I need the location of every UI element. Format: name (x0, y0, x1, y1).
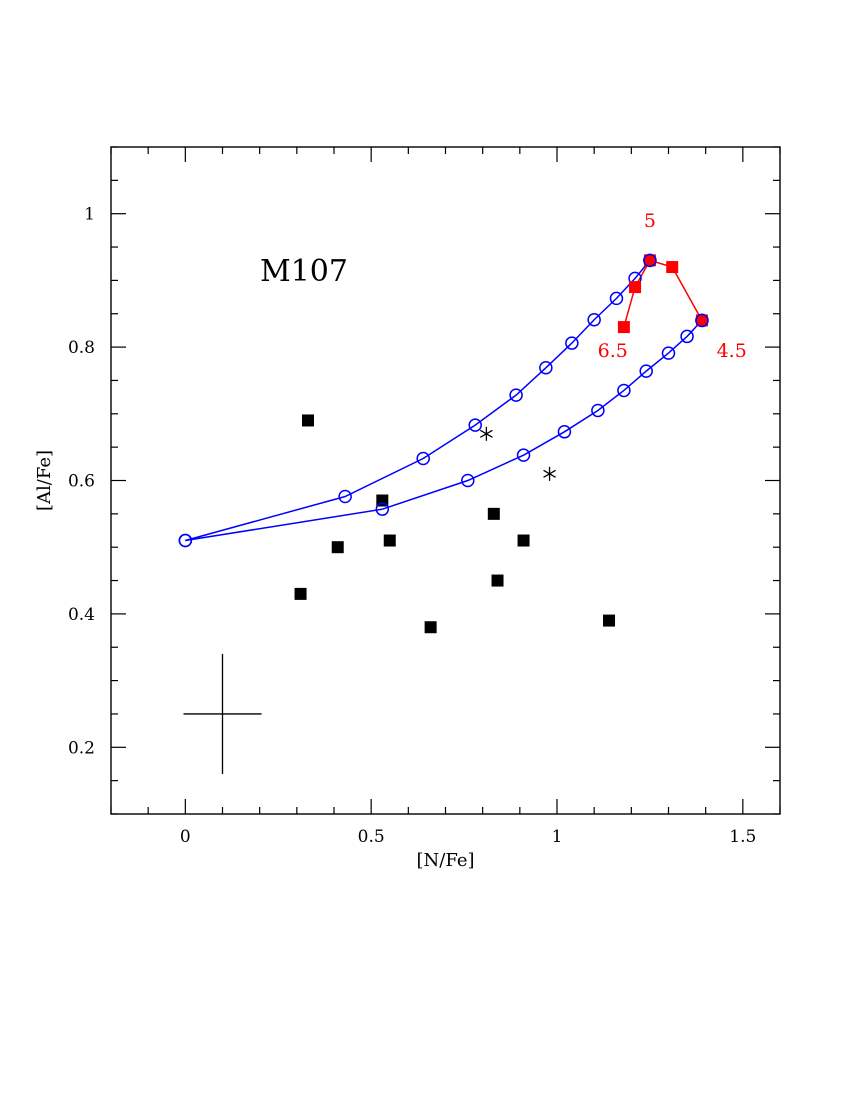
mass-label: 5 (644, 210, 656, 232)
model-open-circle (617, 383, 631, 398)
shared-endpoint-circle (695, 313, 709, 328)
y-tick-label: 0.6 (68, 472, 95, 492)
x-tick-label: 1 (552, 827, 563, 847)
asterisk-marker (543, 466, 556, 481)
model-open-circle (661, 346, 676, 360)
y-tick-label: 0.4 (68, 605, 95, 625)
model-open-circle (591, 403, 605, 418)
model-open-circle (338, 489, 352, 504)
axis-ticks (110, 146, 781, 815)
model-open-circle (539, 361, 553, 375)
y-axis-label: [Al/Fe] (34, 450, 55, 511)
shared-endpoint-circle (643, 253, 657, 268)
y-tick-label: 1 (84, 205, 95, 225)
x-tick-label: 1.5 (729, 827, 756, 847)
model-track-line (185, 259, 651, 542)
mass-sequence-square (643, 254, 656, 267)
asterisk-stroke (479, 429, 493, 438)
model-open-circle (461, 473, 475, 488)
x-axis-label: [N/Fe] (416, 850, 474, 871)
mass-sequence-square (617, 321, 630, 334)
x-tick-label: 0.5 (358, 827, 385, 847)
data-marks (178, 253, 709, 634)
model-open-circle (609, 291, 624, 306)
x-tick-labels: 0 0.5 1 1.5 (180, 827, 756, 847)
mass-label: 6.5 (598, 340, 628, 362)
model-open-circle (178, 533, 193, 548)
mass-sequence-square (629, 281, 642, 294)
model-lines (185, 259, 703, 542)
observed-star-square (301, 414, 314, 427)
mass-sequence-line (623, 259, 703, 328)
panel-label: M107 (260, 254, 348, 289)
asterisk-marker (479, 426, 493, 441)
model-open-circle (468, 418, 482, 432)
x-tick-label: 0 (180, 827, 191, 847)
annotations: 5 6.5 4.5 (598, 210, 747, 362)
y-tick-labels: 0.2 0.4 0.6 0.8 1 (68, 205, 95, 759)
mass-sequence-square (695, 314, 708, 327)
model-open-circle (557, 425, 572, 439)
observed-star-square (424, 621, 437, 634)
observed-star-square (383, 534, 396, 547)
observed-star-square (491, 574, 504, 587)
asterisk-stroke (543, 469, 556, 478)
mass-sequence-square (666, 261, 679, 274)
model-open-circle (416, 451, 430, 466)
model-open-circle (375, 502, 390, 516)
model-open-circle (516, 448, 531, 462)
observed-star-square (517, 534, 530, 547)
observed-star-square (487, 507, 500, 520)
observed-star-square (603, 614, 616, 627)
model-open-circle (509, 388, 523, 402)
error-bar (183, 653, 262, 774)
model-track-line (185, 319, 703, 542)
observed-star-square (331, 541, 344, 554)
model-open-circle (680, 329, 694, 344)
mass-label: 4.5 (717, 340, 747, 362)
model-open-circle (639, 364, 653, 378)
y-tick-label: 0.2 (68, 738, 95, 758)
model-open-circle (565, 336, 579, 350)
model-open-circle (587, 313, 601, 327)
observed-star-square (294, 587, 307, 600)
y-tick-label: 0.8 (68, 338, 95, 358)
